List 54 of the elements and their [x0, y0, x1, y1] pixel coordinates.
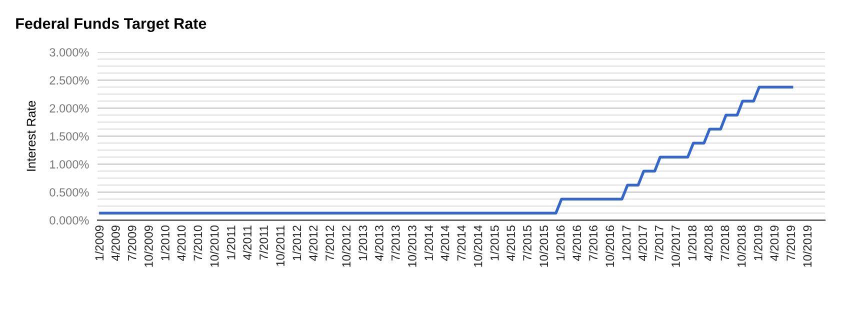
x-tick-label: 1/2018	[688, 226, 697, 260]
x-tick-label: 4/2012	[308, 226, 318, 261]
x-tick-label: 1/2011	[226, 226, 236, 260]
x-tick-label: 1/2013	[358, 226, 368, 260]
x-tick-label: 10/2014	[474, 225, 482, 267]
x-tick-label: 4/2016	[572, 226, 582, 261]
x-tick-label: 7/2009	[128, 226, 136, 261]
y-tick-label: 1.000%	[50, 160, 89, 169]
x-tick-label: 1/2012	[292, 226, 302, 260]
x-tick-label: 1/2015	[490, 226, 499, 260]
x-tick-label: 7/2015	[522, 226, 532, 261]
x-tick-label: 4/2011	[242, 226, 252, 260]
x-tick-label: 10/2019	[802, 226, 812, 267]
x-tick-label: 1/2009	[94, 226, 104, 260]
x-tick-label: 10/2015	[539, 226, 548, 267]
chart-title: Federal Funds Target Rate	[16, 18, 206, 32]
x-tick-label: 4/2017	[638, 226, 647, 261]
x-tick-label: 4/2010	[177, 225, 186, 261]
x-tick-label: 10/2013	[408, 226, 416, 267]
x-tick-label: 4/2013	[374, 226, 384, 261]
x-tick-label: 7/2019	[786, 226, 795, 261]
x-tick-label: 7/2018	[720, 226, 730, 261]
x-tick-label: 7/2010	[193, 225, 202, 261]
x-tick-label: 10/2016	[605, 226, 614, 267]
x-tick-label: 7/2014	[456, 225, 466, 261]
x-tick-label: 7/2012	[325, 226, 334, 261]
x-tick-label: 7/2017	[654, 226, 664, 261]
x-tick-label: 10/2018	[737, 226, 746, 267]
x-tick-label: 1/2016	[556, 226, 565, 260]
x-tick-label: 4/2014	[440, 225, 450, 261]
x-tick-label: 7/2013	[391, 226, 400, 261]
x-tick-label: 10/2009	[144, 226, 153, 267]
x-tick-label: 10/2011	[276, 226, 285, 266]
x-tick-label: 10/2017	[671, 226, 680, 267]
y-tick-label: 2.000%	[50, 104, 89, 113]
y-axis-title: Interest Rate	[26, 100, 36, 171]
x-tick-label: 1/2017	[622, 226, 631, 260]
x-tick-label: 4/2015	[506, 226, 516, 261]
y-tick-label: 1.500%	[50, 132, 89, 141]
x-tick-label: 10/2010	[210, 225, 219, 267]
y-tick-label: 2.500%	[50, 76, 89, 85]
x-tick-label: 1/2010	[160, 225, 170, 260]
x-tick-label: 4/2009	[111, 226, 120, 261]
x-tick-label: 4/2019	[770, 226, 779, 261]
line-series	[99, 86, 794, 215]
x-tick-label: 10/2012	[342, 226, 351, 267]
y-tick-label: 0.000%	[50, 216, 89, 225]
y-tick-label: 0.500%	[50, 188, 89, 197]
x-tick-label: 7/2016	[588, 226, 598, 261]
y-tick-label: 3.000%	[50, 48, 89, 57]
x-tick-label: 1/2019	[754, 226, 762, 260]
x-tick-label: 1/2014	[424, 225, 433, 260]
x-tick-label: 4/2018	[704, 226, 713, 261]
x-tick-label: 7/2011	[259, 226, 268, 260]
